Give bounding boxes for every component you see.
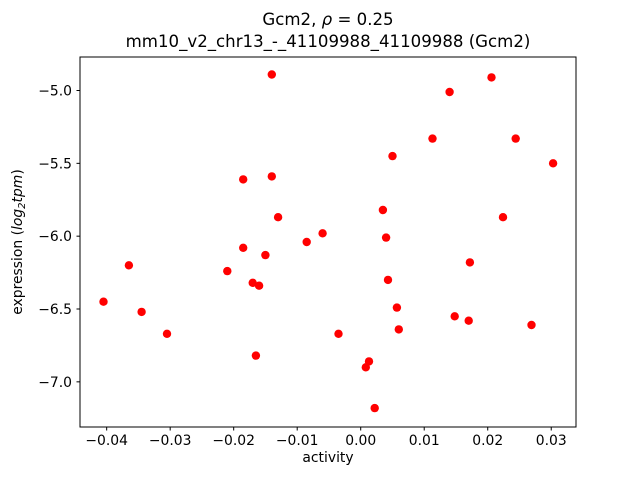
data-point (248, 278, 257, 287)
data-point (239, 175, 248, 184)
data-point (137, 307, 146, 317)
data-point (527, 320, 536, 330)
data-point (394, 325, 403, 334)
chart-subtitle: mm10_v2_chr13_-_41109988_41109988 (Gcm2) (126, 32, 531, 52)
data-point (487, 73, 496, 82)
data-point (392, 303, 402, 312)
chart-title-rho: ρ (322, 10, 333, 29)
data-point (465, 258, 475, 267)
data-point (251, 351, 261, 360)
data-point (378, 205, 388, 215)
data-point (223, 266, 232, 276)
y-tick-label: −5.5 (38, 156, 72, 172)
chart-title-text: Gcm2, (262, 10, 321, 29)
data-point (511, 134, 520, 143)
y-axis-label: expression (log2tpm) (10, 169, 28, 315)
data-point (445, 87, 454, 97)
data-point (239, 243, 248, 252)
data-point (428, 134, 437, 143)
x-tick-label: 0.03 (536, 433, 567, 449)
chart-title-value: = 0.25 (332, 10, 393, 29)
y-axis-label-prefix: expression ( (10, 230, 26, 315)
data-point (267, 172, 276, 181)
x-tick-label: 0.01 (409, 433, 440, 449)
data-point (388, 151, 397, 161)
data-point (450, 312, 459, 321)
x-tick-label: −0.01 (276, 433, 319, 449)
plot-border (79, 56, 577, 428)
data-point (162, 329, 172, 338)
data-point (548, 159, 558, 168)
data-point (364, 357, 374, 366)
data-point (383, 275, 393, 285)
data-point (498, 213, 508, 222)
data-point (254, 281, 264, 290)
chart-title: Gcm2, ρ = 0.25 (262, 10, 393, 29)
data-point (99, 297, 108, 306)
y-axis-label-log: log (10, 209, 26, 230)
data-point (261, 250, 270, 260)
data-point (370, 403, 379, 413)
data-point (381, 233, 391, 242)
x-tick-label: −0.02 (212, 433, 255, 449)
data-point (334, 329, 343, 338)
y-tick-label: −5.0 (38, 84, 72, 100)
data-point (124, 261, 134, 270)
y-tick-label: −6.5 (38, 302, 72, 318)
data-point (273, 213, 283, 222)
y-tick-label: −7.0 (38, 375, 72, 391)
axes-layer: −0.04 −0.03 −0.02 −0.01 0.00 0.01 0.02 0.03 −5.0… (38, 84, 566, 449)
data-point (302, 237, 311, 247)
x-tick-label: −0.04 (85, 433, 128, 449)
y-axis-label-subscript: 2 (17, 202, 28, 208)
data-point (318, 229, 327, 238)
x-tick-label: 0.02 (472, 433, 503, 449)
y-tick-label: −6.0 (38, 229, 72, 245)
data-point (267, 70, 276, 79)
y-axis-label-tpm: tpm (10, 175, 26, 203)
data-point (464, 316, 473, 325)
x-tick-label: 0.00 (345, 433, 376, 449)
y-axis-label-suffix: ) (10, 169, 26, 174)
x-tick-label: −0.03 (149, 433, 192, 449)
x-axis-label: activity (302, 450, 353, 466)
points-layer (99, 70, 558, 413)
